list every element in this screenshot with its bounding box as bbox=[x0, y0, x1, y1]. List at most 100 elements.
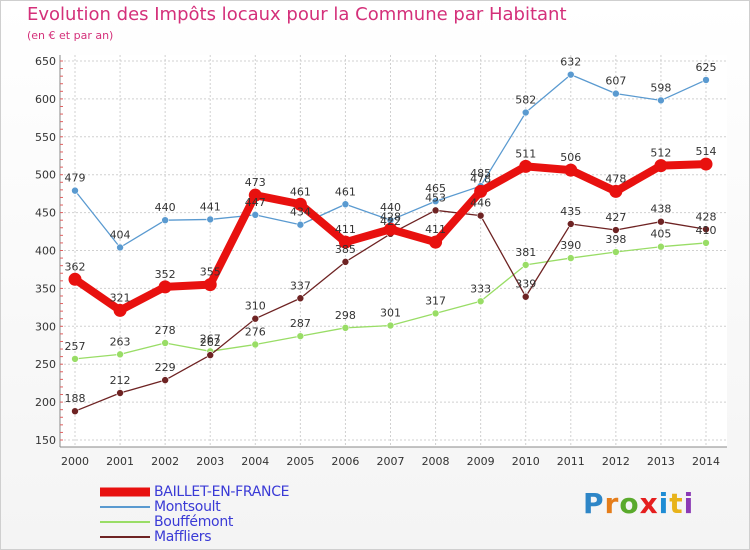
legend-swatch-maffliers bbox=[100, 531, 150, 543]
legend-swatch-baillet bbox=[100, 486, 150, 498]
data-label: 298 bbox=[335, 309, 356, 322]
data-label: 188 bbox=[65, 392, 86, 405]
data-point bbox=[296, 332, 305, 340]
data-point bbox=[699, 157, 713, 171]
data-label: 478 bbox=[470, 172, 491, 185]
x-tick-label: 2000 bbox=[61, 455, 89, 468]
data-label: 398 bbox=[605, 233, 626, 246]
y-tick-label: 650 bbox=[35, 55, 56, 68]
y-tick-label: 450 bbox=[35, 207, 56, 220]
data-point bbox=[429, 235, 443, 249]
data-label: 582 bbox=[515, 94, 536, 107]
y-tick-label: 550 bbox=[35, 131, 56, 144]
data-point bbox=[566, 254, 575, 262]
y-tick-label: 600 bbox=[35, 93, 56, 106]
data-point bbox=[476, 211, 485, 220]
legend: BAILLET-EN-FRANCE Montsoult Bouffémont M… bbox=[100, 484, 290, 545]
data-label: 428 bbox=[380, 210, 401, 223]
data-point bbox=[702, 239, 710, 247]
data-label: 381 bbox=[515, 246, 536, 259]
legend-swatch-bouffemont bbox=[100, 516, 150, 528]
data-label: 511 bbox=[515, 147, 536, 160]
data-label: 229 bbox=[155, 361, 176, 374]
data-label: 212 bbox=[110, 374, 131, 387]
data-label: 514 bbox=[696, 145, 717, 158]
data-label: 333 bbox=[470, 282, 491, 295]
y-tick-label: 350 bbox=[35, 282, 56, 295]
y-tick-label: 400 bbox=[35, 245, 56, 258]
logo-letter: P bbox=[583, 487, 605, 520]
data-label: 446 bbox=[470, 197, 491, 210]
x-tick-label: 2010 bbox=[512, 455, 540, 468]
x-tick-label: 2013 bbox=[647, 455, 675, 468]
data-label: 385 bbox=[335, 243, 356, 256]
data-point bbox=[341, 200, 350, 209]
data-label: 465 bbox=[425, 182, 446, 195]
data-point bbox=[116, 243, 124, 252]
data-point bbox=[431, 309, 440, 318]
data-point bbox=[71, 186, 79, 195]
legend-label-bouffemont: Bouffémont bbox=[154, 513, 234, 530]
data-point bbox=[609, 184, 623, 198]
data-point bbox=[296, 294, 305, 303]
data-point bbox=[251, 211, 260, 219]
logo-letter: i bbox=[683, 487, 695, 520]
y-tick-label: 500 bbox=[35, 169, 56, 182]
data-point bbox=[206, 351, 215, 359]
data-point bbox=[158, 280, 172, 294]
x-tick-label: 2002 bbox=[151, 455, 179, 468]
data-label: 287 bbox=[290, 317, 311, 330]
data-label: 310 bbox=[245, 300, 266, 313]
data-label: 453 bbox=[425, 191, 446, 204]
data-label: 321 bbox=[110, 291, 131, 304]
data-label: 473 bbox=[245, 176, 266, 189]
y-tick-label: 250 bbox=[35, 358, 56, 371]
data-point bbox=[386, 321, 395, 330]
data-label: 422 bbox=[380, 215, 401, 228]
data-point bbox=[161, 216, 169, 224]
data-label: 441 bbox=[200, 200, 221, 213]
data-label: 263 bbox=[110, 335, 131, 348]
data-point bbox=[521, 261, 530, 269]
data-point bbox=[564, 163, 578, 177]
data-point bbox=[341, 324, 350, 332]
data-label: 461 bbox=[290, 185, 311, 198]
data-label: 512 bbox=[650, 147, 671, 160]
data-label: 447 bbox=[245, 196, 266, 209]
data-label: 434 bbox=[290, 206, 311, 219]
data-point bbox=[248, 188, 262, 202]
data-point bbox=[251, 314, 260, 323]
x-tick-label: 2008 bbox=[422, 455, 450, 468]
y-tick-label: 300 bbox=[35, 320, 56, 333]
x-tick-label: 2003 bbox=[196, 455, 224, 468]
data-point bbox=[161, 339, 169, 347]
logo-letter: r bbox=[604, 487, 620, 520]
data-label: 607 bbox=[605, 75, 626, 88]
data-label: 461 bbox=[335, 185, 356, 198]
x-tick-label: 2006 bbox=[331, 455, 359, 468]
data-label: 257 bbox=[65, 340, 86, 353]
legend-item-baillet: BAILLET-EN-FRANCE bbox=[100, 484, 290, 500]
data-label: 267 bbox=[200, 332, 221, 345]
data-point bbox=[521, 108, 530, 117]
data-label: 485 bbox=[470, 167, 491, 180]
data-label: 276 bbox=[245, 325, 266, 338]
data-point bbox=[657, 242, 665, 251]
legend-swatch-montsoult bbox=[100, 501, 150, 513]
data-label: 278 bbox=[155, 324, 176, 337]
data-label: 410 bbox=[696, 224, 717, 237]
data-label: 352 bbox=[155, 268, 176, 281]
data-label: 405 bbox=[650, 228, 671, 241]
logo-letter: x bbox=[639, 487, 659, 520]
data-point bbox=[71, 407, 79, 415]
data-label: 411 bbox=[335, 223, 356, 236]
data-label: 435 bbox=[560, 205, 581, 218]
data-point bbox=[71, 355, 79, 363]
data-point bbox=[116, 350, 124, 359]
data-point bbox=[657, 217, 665, 226]
data-point bbox=[566, 220, 575, 228]
proxiti-logo: Proxiti bbox=[583, 487, 694, 520]
data-label: 390 bbox=[560, 239, 581, 252]
x-tick-label: 2011 bbox=[557, 455, 585, 468]
